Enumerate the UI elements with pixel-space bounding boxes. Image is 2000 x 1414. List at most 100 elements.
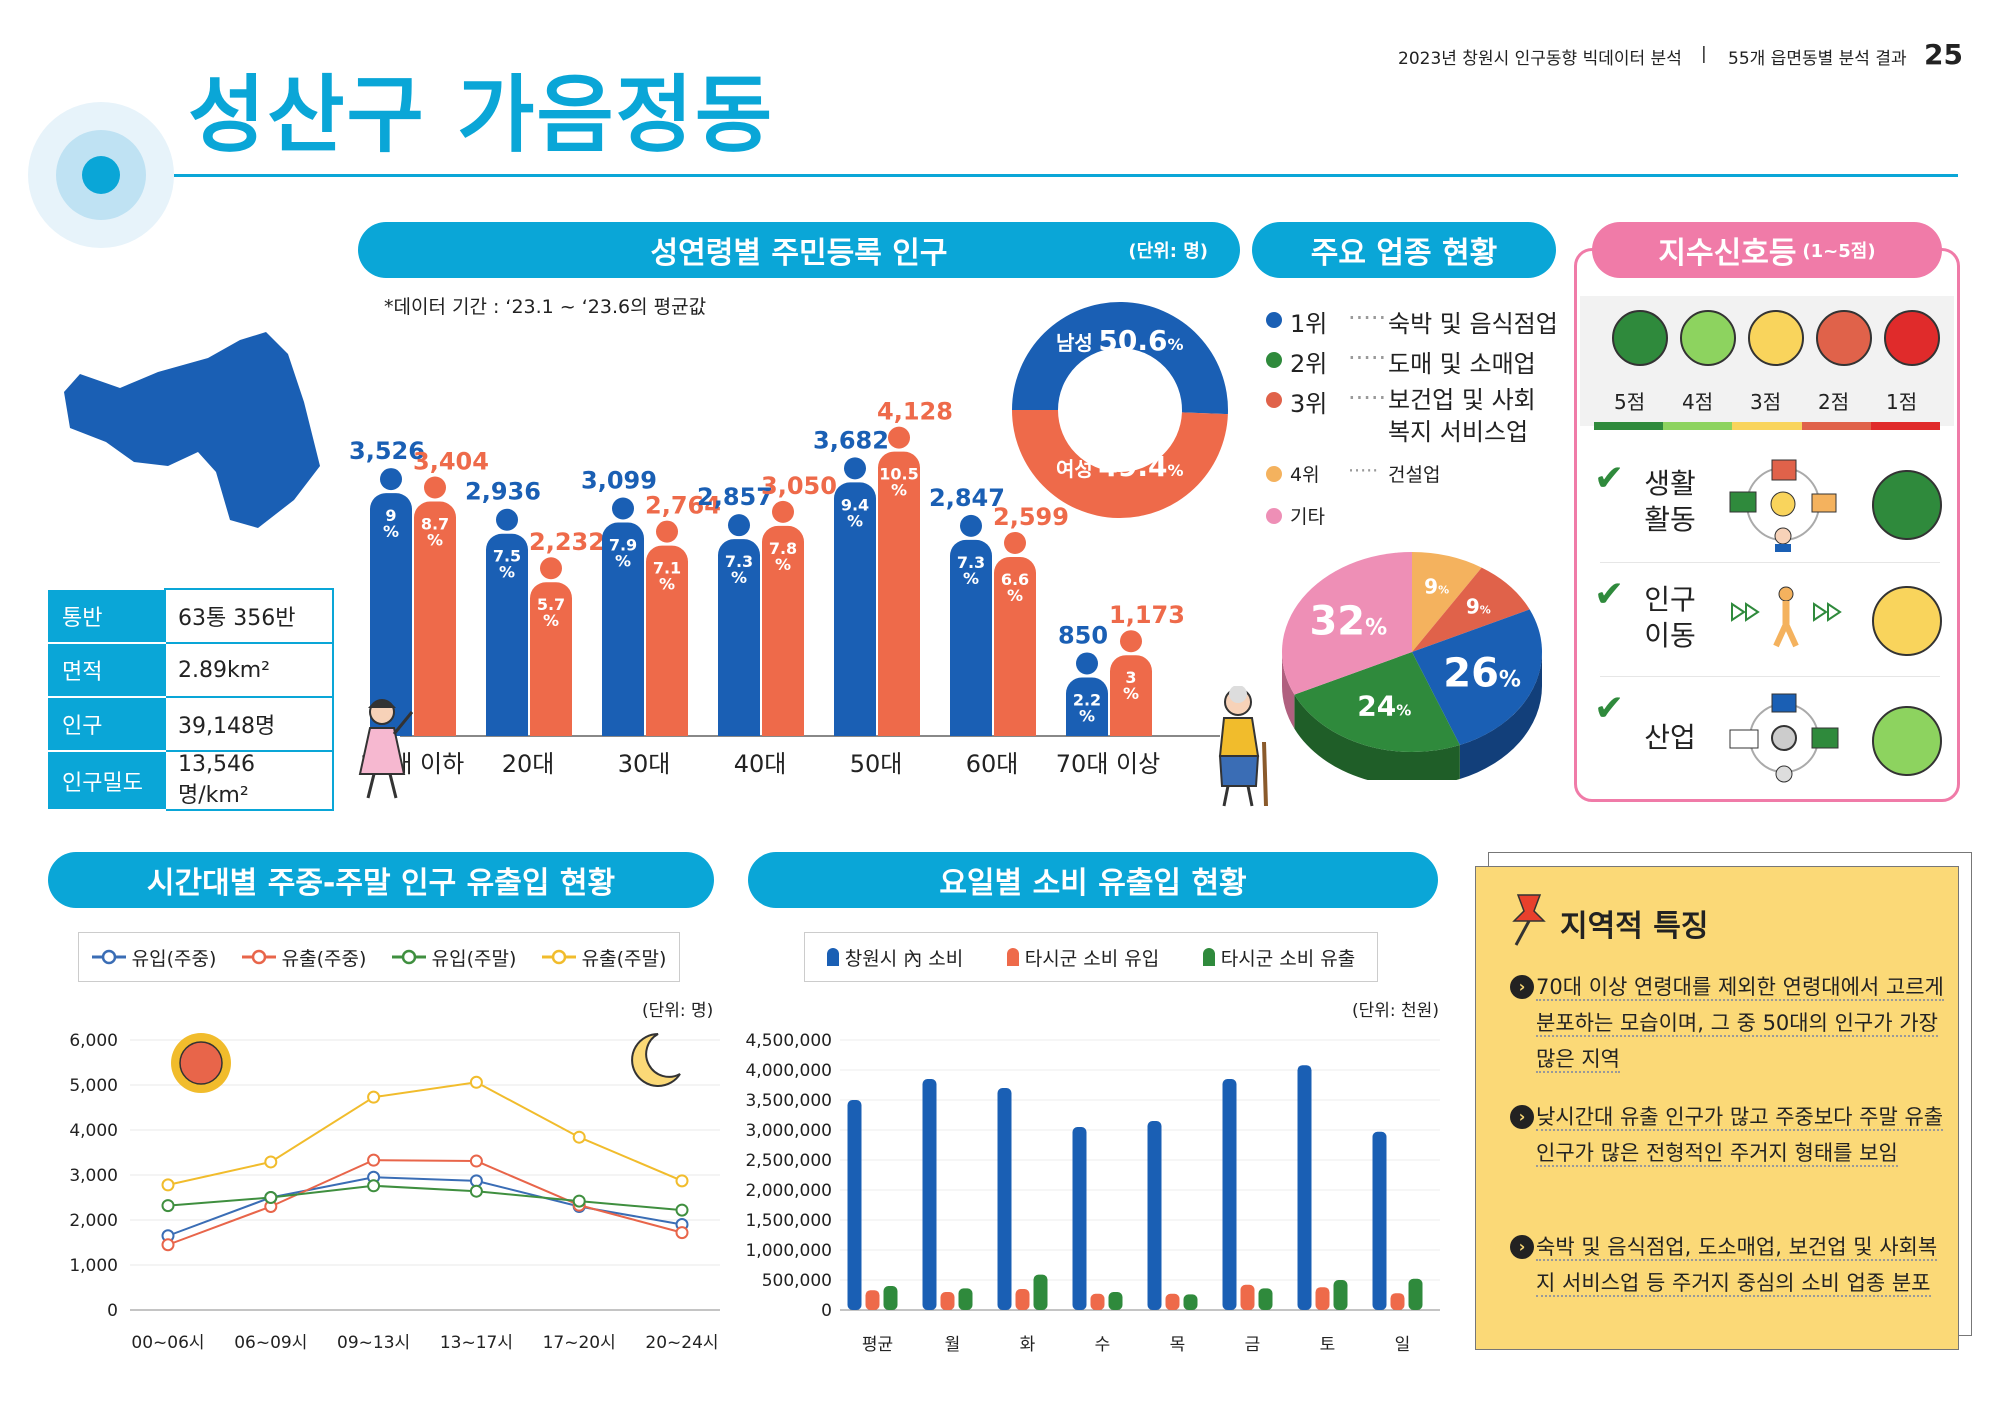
score-label: 1점: [1886, 390, 1918, 414]
title-circle-inner: [82, 156, 120, 194]
male-label: 남성: [1056, 331, 1093, 355]
data-point: [469, 1075, 483, 1089]
score-bar-segment: [1732, 422, 1802, 430]
legend-label: 창원시 內 소비: [844, 947, 964, 970]
legend-label: 유출(주말): [581, 947, 667, 970]
bar-head: [772, 500, 794, 523]
info-value: 2.89km²: [164, 642, 334, 698]
child-illustration: [358, 699, 414, 799]
bar: [1165, 1293, 1180, 1310]
x-tick-label: 평균: [862, 1335, 893, 1355]
score-face-icon: [1884, 310, 1940, 366]
bar: [834, 482, 876, 736]
indicator-label: 활동: [1644, 503, 1696, 536]
indicator-industry: 산업: [1630, 720, 1710, 756]
bar: [1372, 1131, 1387, 1310]
legend-item: 타시군 소비 유입: [1006, 944, 1160, 971]
bar-base: [950, 720, 992, 736]
bar-base: [718, 720, 760, 736]
pie-side: [1294, 694, 1460, 780]
male-share: 남성 50.6%: [1056, 324, 1184, 357]
bar: [1240, 1284, 1255, 1310]
y-tick-label: 2,000,000: [745, 1181, 832, 1201]
feature-text: 숙박 및 음식점업, 도소매업, 보건업 및 사회복지 서비스업 등 주거지 중…: [1536, 1235, 1938, 1297]
bar: [1108, 1292, 1123, 1310]
legend-label: 타시군 소비 유출: [1220, 947, 1356, 970]
spend-legend: 창원시 內 소비 타시군 소비 유입 타시군 소비 유출: [804, 932, 1378, 982]
bar-head: [844, 457, 866, 480]
bar: [950, 539, 992, 736]
y-tick-label: 3,000: [69, 1166, 118, 1186]
bar-value-label: 4,128: [877, 398, 953, 426]
district-map: [64, 332, 320, 528]
rank1-dots: ·····: [1348, 304, 1387, 332]
bar-pct-sign: %: [1123, 684, 1139, 703]
bar-base: [834, 720, 876, 736]
header-separator: |: [1701, 44, 1707, 64]
sun-icon: [171, 1033, 231, 1093]
bar: [997, 1088, 1012, 1310]
district-info-table: 통반 63통 356반 면적 2.89km² 인구 39,148명 인구밀도 13,54…: [48, 588, 334, 811]
series-line: [167, 1081, 683, 1186]
pie-side: [1282, 652, 1295, 729]
data-point: [675, 1174, 689, 1188]
x-tick-label: 목: [1170, 1335, 1186, 1355]
legend-label: 타시군 소비 유입: [1024, 947, 1160, 970]
data-point: [675, 1203, 689, 1217]
bar-pct-label: 7.9: [609, 536, 637, 555]
check-icon: ✔: [1594, 574, 1625, 615]
rank3-dot: [1266, 392, 1282, 408]
female-share: 여성 49.4%: [1056, 450, 1184, 483]
spend-section-title: 요일별 소비 유출입 현황: [939, 866, 1247, 901]
bar-pct-label: 5.7: [537, 595, 565, 614]
data-point: [367, 1090, 381, 1104]
x-tick-label: 금: [1245, 1335, 1261, 1355]
score-face-icon: [1680, 310, 1736, 366]
indicator-divider: [1600, 676, 1940, 677]
feature-title: 지역적 특징: [1560, 909, 1709, 944]
data-point: [161, 1178, 175, 1192]
score-label: 4점: [1682, 390, 1714, 414]
bar: [1408, 1278, 1423, 1310]
pin-icon: [1512, 894, 1546, 946]
bar: [1315, 1287, 1330, 1310]
time-section-title: 시간대별 주중-주말 인구 유출입 현황: [146, 866, 616, 901]
bar: [486, 533, 528, 736]
bar-base: [1066, 720, 1108, 736]
x-tick-label: 00~06시: [131, 1333, 204, 1353]
score-face-icon: [1816, 310, 1872, 366]
y-tick-label: 2,000: [69, 1211, 118, 1231]
feature-box: 지역적 특징 › 70대 이상 연령대를 제외한 연령대에서 고르게 분포하는 …: [1475, 866, 1959, 1350]
bar-value-label: 2,857: [697, 483, 773, 511]
spend-unit: (단위: 천원): [1352, 1001, 1439, 1021]
info-key: 인구밀도: [48, 750, 166, 811]
bar-base: [602, 720, 644, 736]
info-value: 39,148명: [164, 696, 334, 752]
y-tick-label: 0: [821, 1301, 832, 1321]
x-tick-label: 일: [1395, 1335, 1411, 1355]
bar-value-label: 3,526: [349, 437, 425, 465]
bar-base: [1110, 720, 1152, 736]
bar-head: [424, 476, 446, 499]
bar-head: [1076, 652, 1098, 675]
chevron-right-icon: ›: [1510, 1235, 1534, 1259]
x-tick-label: 월: [945, 1335, 961, 1355]
bar-head: [728, 514, 750, 537]
bar-pct-sign: %: [499, 563, 515, 582]
bar: [762, 525, 804, 736]
x-tick-label: 50대: [850, 750, 903, 778]
bar-pct-label: 2.2: [1073, 690, 1101, 709]
indicator-label: 생활: [1644, 467, 1696, 500]
data-point: [264, 1191, 278, 1204]
rank2-name: 도매 및 소매업: [1388, 350, 1536, 378]
info-key: 통반: [48, 588, 166, 644]
legend-item: 유출(주말): [541, 944, 667, 971]
data-point: [469, 1184, 483, 1198]
female-pct-sign: %: [1167, 461, 1184, 480]
y-tick-label: 3,000,000: [745, 1121, 832, 1141]
legend-label: 유입(주말): [431, 947, 517, 970]
data-point: [675, 1226, 689, 1240]
feature-item: › 70대 이상 연령대를 제외한 연령대에서 고르게 분포하는 모습이며, 그…: [1510, 969, 1956, 1077]
indicator-label: 산업: [1644, 721, 1696, 754]
